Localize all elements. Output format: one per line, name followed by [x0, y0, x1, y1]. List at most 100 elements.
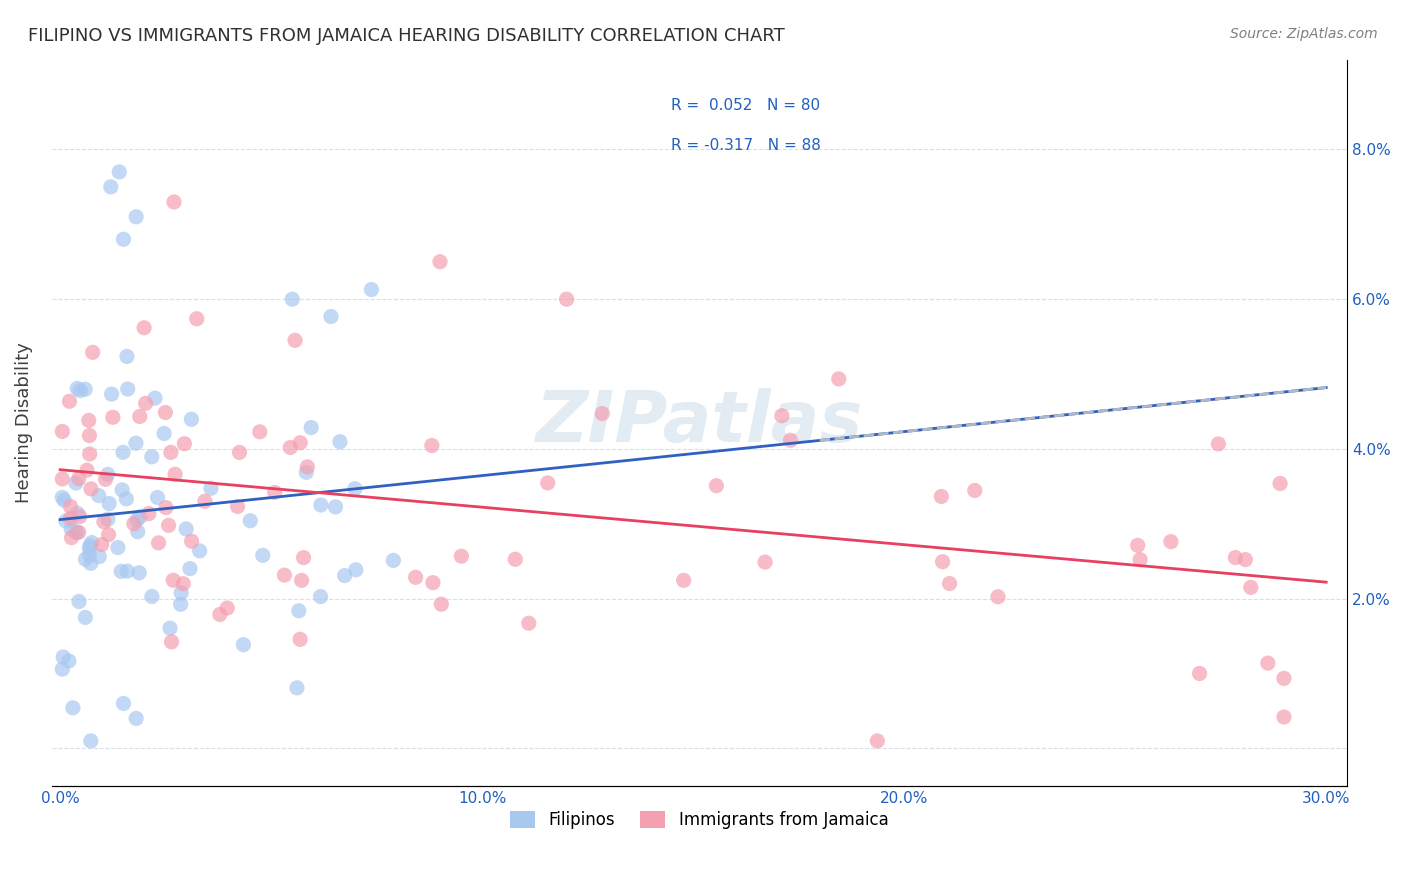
Immigrants from Jamaica: [866, 734, 889, 748]
Filipinos: [77, 548, 100, 562]
Filipinos: [80, 734, 103, 748]
Immigrants from Jamaica: [1234, 552, 1257, 566]
Immigrants from Jamaica: [186, 311, 208, 326]
Filipinos: [97, 512, 120, 526]
Filipinos: [60, 522, 83, 536]
Filipinos: [51, 662, 73, 676]
Filipinos: [65, 475, 87, 490]
Filipinos: [111, 445, 134, 459]
Filipinos: [97, 467, 120, 482]
Immigrants from Jamaica: [1129, 552, 1152, 566]
Immigrants from Jamaica: [938, 576, 960, 591]
Immigrants from Jamaica: [249, 425, 271, 439]
Filipinos: [232, 638, 254, 652]
Filipinos: [146, 491, 169, 505]
Filipinos: [344, 563, 367, 577]
Immigrants from Jamaica: [963, 483, 986, 498]
Immigrants from Jamaica: [138, 507, 160, 521]
Filipinos: [179, 561, 201, 575]
Immigrants from Jamaica: [128, 409, 150, 424]
Immigrants from Jamaica: [101, 410, 124, 425]
Filipinos: [127, 524, 149, 539]
Immigrants from Jamaica: [430, 597, 453, 611]
Immigrants from Jamaica: [148, 536, 170, 550]
Filipinos: [180, 412, 202, 426]
Immigrants from Jamaica: [537, 475, 560, 490]
Immigrants from Jamaica: [67, 472, 90, 486]
Filipinos: [125, 513, 148, 527]
Filipinos: [75, 552, 97, 566]
Filipinos: [80, 535, 103, 549]
Filipinos: [112, 232, 135, 246]
Immigrants from Jamaica: [284, 334, 307, 348]
Text: R = -0.317   N = 88: R = -0.317 N = 88: [671, 138, 821, 153]
Filipinos: [65, 525, 87, 540]
Immigrants from Jamaica: [69, 509, 91, 524]
Filipinos: [333, 568, 356, 582]
Text: ZIPatlas: ZIPatlas: [536, 388, 863, 458]
Immigrants from Jamaica: [93, 515, 115, 529]
Immigrants from Jamaica: [706, 478, 728, 492]
Filipinos: [299, 420, 322, 434]
Immigrants from Jamaica: [1208, 437, 1230, 451]
Filipinos: [129, 509, 152, 524]
Filipinos: [360, 283, 382, 297]
Immigrants from Jamaica: [194, 494, 217, 508]
Filipinos: [382, 553, 405, 567]
Immigrants from Jamaica: [672, 574, 695, 588]
Immigrants from Jamaica: [67, 525, 90, 540]
Text: FILIPINO VS IMMIGRANTS FROM JAMAICA HEARING DISABILITY CORRELATION CHART: FILIPINO VS IMMIGRANTS FROM JAMAICA HEAR…: [28, 27, 785, 45]
Filipinos: [125, 210, 148, 224]
Immigrants from Jamaica: [160, 635, 183, 649]
Filipinos: [125, 436, 148, 450]
Filipinos: [285, 681, 308, 695]
Immigrants from Jamaica: [1272, 710, 1295, 724]
Immigrants from Jamaica: [122, 516, 145, 531]
Filipinos: [281, 292, 304, 306]
Filipinos: [55, 514, 77, 528]
Immigrants from Jamaica: [155, 405, 177, 419]
Filipinos: [128, 566, 150, 580]
Immigrants from Jamaica: [60, 531, 83, 545]
Immigrants from Jamaica: [517, 616, 540, 631]
Immigrants from Jamaica: [94, 472, 117, 486]
Filipinos: [100, 387, 122, 401]
Immigrants from Jamaica: [134, 320, 156, 334]
Immigrants from Jamaica: [59, 511, 82, 525]
Filipinos: [329, 434, 352, 449]
Immigrants from Jamaica: [1268, 476, 1291, 491]
Filipinos: [115, 491, 138, 506]
Immigrants from Jamaica: [754, 555, 776, 569]
Immigrants from Jamaica: [555, 292, 578, 306]
Filipinos: [66, 525, 89, 540]
Filipinos: [79, 539, 101, 553]
Filipinos: [66, 506, 89, 520]
Filipinos: [174, 522, 197, 536]
Immigrants from Jamaica: [173, 436, 195, 450]
Filipinos: [110, 565, 132, 579]
Immigrants from Jamaica: [165, 467, 187, 482]
Filipinos: [79, 541, 101, 555]
Immigrants from Jamaica: [292, 550, 315, 565]
Immigrants from Jamaica: [208, 607, 231, 622]
Immigrants from Jamaica: [290, 435, 312, 450]
Filipinos: [66, 381, 89, 395]
Immigrants from Jamaica: [228, 445, 250, 459]
Immigrants from Jamaica: [450, 549, 472, 564]
Immigrants from Jamaica: [162, 573, 184, 587]
Immigrants from Jamaica: [79, 447, 101, 461]
Filipinos: [53, 493, 76, 508]
Filipinos: [141, 590, 163, 604]
Immigrants from Jamaica: [1160, 534, 1182, 549]
Filipinos: [188, 544, 211, 558]
Immigrants from Jamaica: [157, 518, 180, 533]
Immigrants from Jamaica: [82, 345, 104, 359]
Immigrants from Jamaica: [297, 459, 319, 474]
Immigrants from Jamaica: [1272, 672, 1295, 686]
Immigrants from Jamaica: [180, 534, 202, 549]
Immigrants from Jamaica: [80, 482, 103, 496]
Immigrants from Jamaica: [779, 434, 801, 448]
Filipinos: [62, 701, 84, 715]
Y-axis label: Hearing Disability: Hearing Disability: [15, 343, 32, 503]
Immigrants from Jamaica: [828, 372, 851, 386]
